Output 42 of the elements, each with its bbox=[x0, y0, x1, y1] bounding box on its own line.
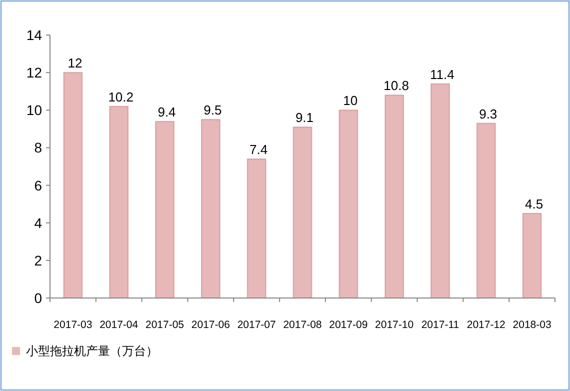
data-label: 4.5 bbox=[525, 196, 544, 212]
x-tick-label: 2017-04 bbox=[100, 319, 138, 331]
bar bbox=[476, 122, 496, 298]
y-tick-label: 12 bbox=[26, 64, 42, 81]
bar bbox=[292, 126, 312, 298]
x-tick-label: 2017-09 bbox=[329, 319, 368, 331]
x-tick-label: 2017-03 bbox=[54, 319, 92, 331]
bar bbox=[522, 212, 542, 298]
y-tick-label: 6 bbox=[34, 177, 42, 194]
bar bbox=[338, 110, 358, 298]
data-label: 9.5 bbox=[204, 102, 222, 118]
x-tick-label: 2017-05 bbox=[146, 319, 184, 331]
bar bbox=[201, 119, 220, 298]
data-label: 10 bbox=[343, 93, 358, 108]
x-tick-label: 2017-12 bbox=[466, 319, 506, 331]
y-tick-label: 0 bbox=[34, 290, 42, 306]
bar bbox=[430, 83, 450, 298]
y-tick-label: 4 bbox=[34, 214, 42, 231]
legend-label: 小型拖拉机产量（万台） bbox=[26, 344, 158, 358]
x-tick-label: 2017-10 bbox=[375, 319, 414, 331]
data-label: 10.2 bbox=[108, 89, 134, 104]
x-tick-label: 2017-06 bbox=[191, 319, 230, 331]
data-label: 9.1 bbox=[295, 110, 314, 126]
y-tick-label: 10 bbox=[26, 102, 42, 118]
y-tick-label: 14 bbox=[26, 27, 42, 43]
bar bbox=[155, 120, 174, 298]
data-label: 7.4 bbox=[250, 142, 268, 157]
bar bbox=[384, 94, 404, 298]
data-label: 12 bbox=[68, 56, 82, 71]
bar bbox=[109, 106, 129, 298]
data-label: 10.8 bbox=[384, 78, 409, 94]
data-label: 9.3 bbox=[479, 106, 498, 122]
bar bbox=[63, 72, 83, 298]
y-tick-label: 8 bbox=[34, 140, 42, 156]
x-tick-label: 2017-08 bbox=[283, 319, 322, 331]
x-tick-label: 2017-07 bbox=[237, 319, 276, 331]
x-tick-label: 2017-11 bbox=[421, 319, 460, 331]
bar bbox=[246, 158, 266, 298]
data-label: 9.4 bbox=[158, 104, 176, 120]
data-label: 11.4 bbox=[430, 66, 454, 82]
y-tick-label: 2 bbox=[34, 252, 42, 268]
x-tick-label: 2018-03 bbox=[512, 319, 552, 331]
